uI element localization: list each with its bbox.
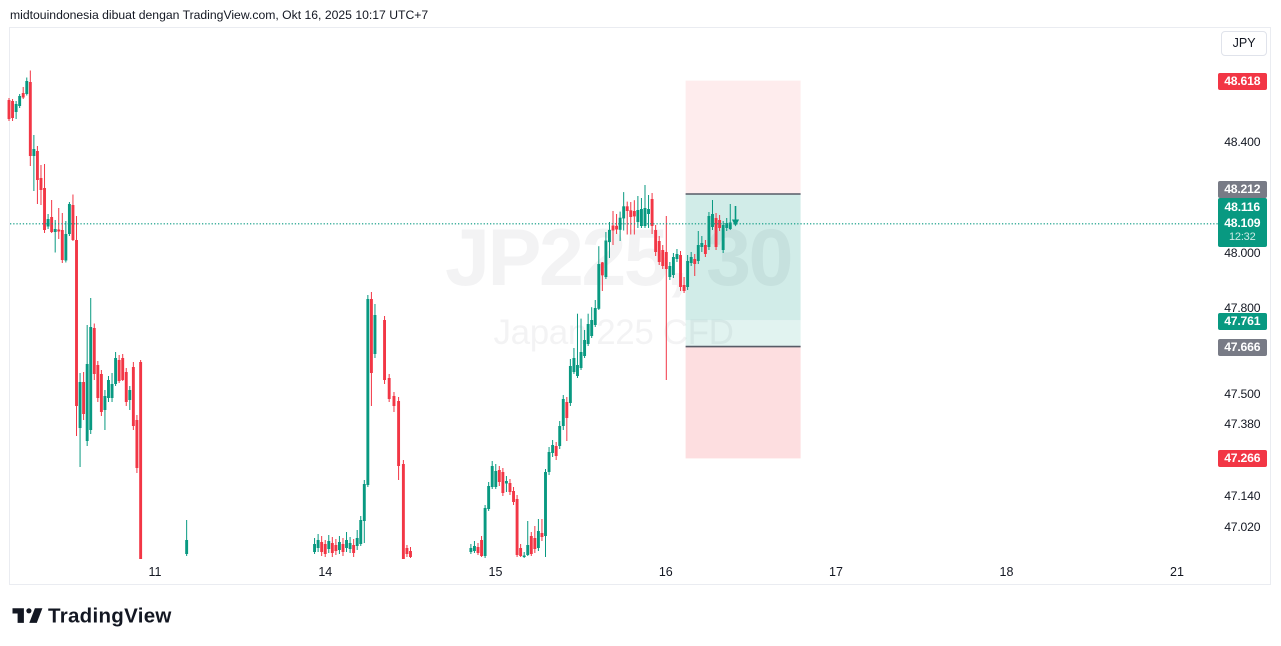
svg-text:TradingView: TradingView [48,605,172,628]
